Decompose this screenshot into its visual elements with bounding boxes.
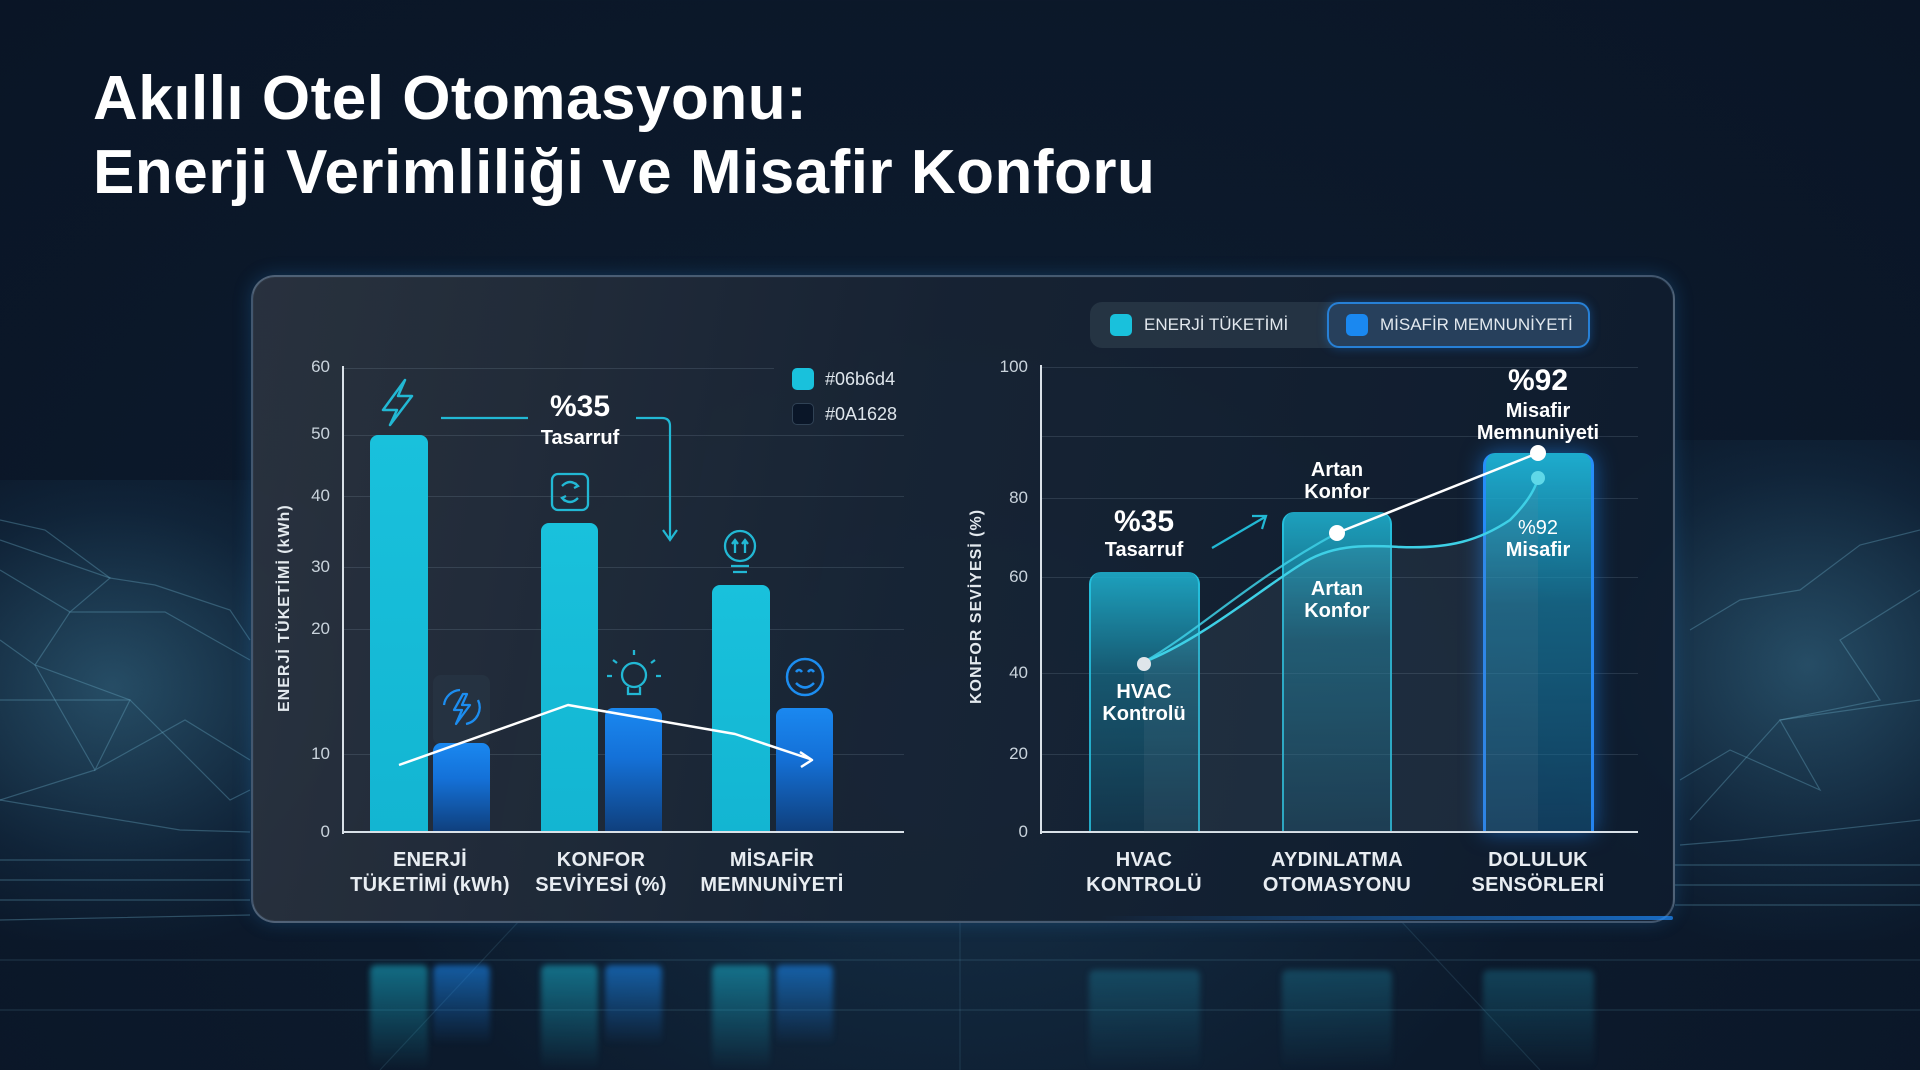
- reflection-bar: [1483, 970, 1594, 1070]
- legend-label-satisfaction[interactable]: MİSAFİR MEMNUNİYETİ: [1380, 315, 1573, 334]
- y-tick: 60: [1009, 567, 1028, 586]
- lightbulb-icon: [607, 650, 661, 696]
- bar-cyan-satisfaction: [712, 585, 770, 832]
- y-tick: 50: [311, 424, 330, 443]
- left-y-axis: [342, 366, 344, 834]
- reflection-bar: [370, 965, 428, 1070]
- x-category: DOLULUK SENSÖRLERİ: [1471, 849, 1605, 896]
- data-point-occupancy-cyan: [1531, 471, 1545, 485]
- y-tick: 40: [311, 486, 330, 505]
- x-category: HVAC KONTROLÜ: [1086, 849, 1202, 896]
- reflection-bar: [433, 965, 490, 1045]
- reflection-bar: [776, 965, 833, 1045]
- data-point-lighting: [1329, 525, 1345, 541]
- artan-konfor-inbar: Artan Konfor: [1304, 578, 1370, 622]
- x-category: KONFOR SEVİYESİ (%): [535, 849, 667, 896]
- top-label-92: Misafir Memnuniyeti: [1476, 400, 1600, 444]
- left-chart-overlay: [381, 378, 825, 769]
- savings-value: %35: [549, 390, 611, 423]
- legend-item-active[interactable]: [1327, 302, 1590, 348]
- reflection-bar: [712, 965, 770, 1070]
- legend-swatch-blue: [1346, 314, 1368, 336]
- inbar-92: %92 Misafir: [1505, 517, 1571, 561]
- y-tick: 20: [311, 619, 330, 638]
- gridline: [344, 567, 904, 568]
- artan-konfor-top: Artan Konfor: [1304, 459, 1370, 503]
- y-tick: 0: [1018, 822, 1028, 841]
- area-fill: [1144, 478, 1538, 832]
- legend-label-dark: #0A1628: [825, 404, 898, 424]
- y-tick: 30: [311, 557, 330, 576]
- page-title: Akıllı Otel Otomasyonu: Enerji Verimlili…: [93, 62, 1155, 210]
- data-point-hvac: [1137, 657, 1151, 671]
- legend-label-energy[interactable]: ENERJİ TÜKETİMİ: [1144, 315, 1289, 334]
- hvac-label-inbar: HVAC Kontrolü: [1102, 681, 1186, 725]
- lightning-icon: [381, 378, 414, 427]
- y-tick: 80: [1009, 488, 1028, 507]
- right-chart-overlay: [1137, 445, 1546, 832]
- bar-occupancy: [1483, 453, 1594, 832]
- panel-glow-edge: [1100, 916, 1673, 920]
- white-line: [1336, 451, 1539, 535]
- gridline: [344, 368, 774, 369]
- right-x-axis: [1040, 831, 1638, 833]
- savings-label-right: Tasarruf: [1104, 539, 1184, 561]
- title-line-1: Akıllı Otel Otomasyonu:: [93, 64, 808, 133]
- gridline: [344, 629, 904, 630]
- energy-cycle-icon: [442, 688, 481, 726]
- smiley-icon: [785, 657, 825, 697]
- top-value-92: %92: [1507, 364, 1569, 397]
- gridline: [344, 496, 904, 497]
- x-category: ENERJİ TÜKETİMİ (kWh): [350, 849, 510, 896]
- trend-line: [398, 703, 814, 769]
- data-point-occupancy: [1530, 445, 1546, 461]
- y-tick: 100: [999, 357, 1028, 376]
- savings-label: Tasarruf: [540, 427, 620, 449]
- cyan-connector: [1143, 532, 1338, 663]
- bar-cyan-energy: [370, 435, 428, 832]
- legend-swatch-cyan: [792, 368, 814, 390]
- cyan-curve: [1143, 477, 1540, 664]
- x-category: AYDINLATMA OTOMASYONU: [1262, 849, 1412, 896]
- legend-swatch-dark: [792, 403, 814, 425]
- y-tick: 40: [1009, 663, 1028, 682]
- title-line-2: Enerji Verimliliği ve Misafir Konforu: [93, 138, 1156, 207]
- gridline: [1042, 498, 1638, 499]
- reflection-bar: [1282, 970, 1392, 1070]
- annotation-arrow: [1211, 514, 1268, 549]
- legend-label-cyan: #06b6d4: [825, 369, 896, 389]
- gridline: [344, 435, 904, 436]
- y-tick: 10: [311, 744, 330, 763]
- sync-icon: [550, 472, 590, 512]
- bar-blue-energy: [433, 743, 490, 832]
- right-y-axis: [1040, 365, 1042, 834]
- reflection-bar: [605, 965, 662, 1045]
- bulb-icon: [723, 529, 757, 574]
- y-tick: 60: [311, 357, 330, 376]
- reflection-bar: [541, 965, 598, 1070]
- gridline: [1042, 367, 1638, 368]
- gridline: [1042, 436, 1638, 437]
- left-x-axis: [342, 831, 904, 833]
- y-tick: 0: [320, 822, 330, 841]
- bar-blue-comfort: [605, 708, 662, 832]
- reflection-bar: [1089, 970, 1200, 1070]
- annotation-arrow: [636, 416, 678, 542]
- x-category: MİSAFİR MEMNUNİYETİ: [700, 849, 844, 896]
- bar-blue-satisfaction: [776, 708, 833, 832]
- legend-swatch-cyan: [1110, 314, 1132, 336]
- y-tick: 20: [1009, 744, 1028, 763]
- bar-hvac: [1089, 572, 1200, 832]
- bar-cyan-comfort: [541, 523, 598, 832]
- savings-value-right: %35: [1113, 505, 1175, 538]
